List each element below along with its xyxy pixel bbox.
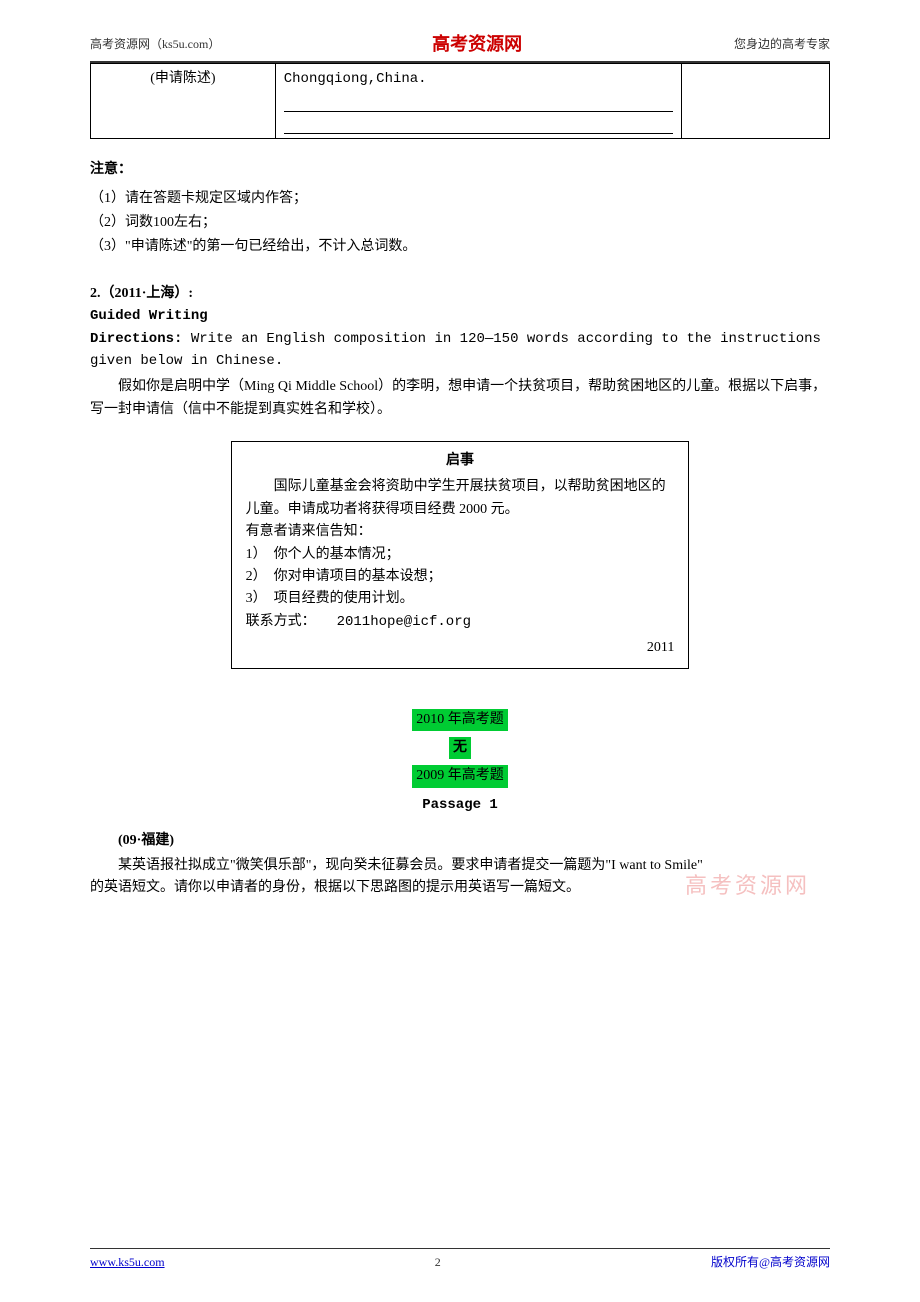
question-2-header: 2.（2011·上海）: bbox=[90, 283, 830, 305]
application-statement-table: (申请陈述) Chongqiong,China. bbox=[90, 63, 830, 139]
contact-email: 2011hope@icf.org bbox=[337, 614, 471, 630]
directions-line: Directions: Write an English composition… bbox=[90, 328, 830, 373]
statement-empty-cell bbox=[682, 63, 830, 138]
announcement-title: 启事 bbox=[246, 450, 675, 472]
guided-writing-label: Guided Writing bbox=[90, 305, 830, 327]
blank-line-2 bbox=[284, 116, 673, 134]
header-title: 高考资源网 bbox=[432, 30, 522, 59]
announcement-contact: 联系方式： 2011hope@icf.org bbox=[246, 611, 675, 633]
announcement-item-1: 1） 你个人的基本情况； bbox=[246, 544, 675, 566]
page-header: 高考资源网（ks5u.com） 高考资源网 您身边的高考专家 bbox=[90, 30, 830, 63]
statement-label-cell: (申请陈述) bbox=[91, 63, 276, 138]
announcement-item-3: 3） 项目经费的使用计划。 bbox=[246, 588, 675, 610]
watermark: 高考资源网 bbox=[685, 868, 810, 903]
none-row: 无 bbox=[90, 737, 830, 759]
announcement-box: 启事 国际儿童基金会将资助中学生开展扶贫项目，以帮助贫困地区的儿童。申请成功者将… bbox=[231, 441, 690, 669]
header-source: 高考资源网（ks5u.com） bbox=[90, 35, 220, 54]
statement-first-line: Chongqiong,China. bbox=[284, 71, 427, 87]
notice-title: 注意： bbox=[90, 159, 830, 181]
directions-label: Directions: bbox=[90, 331, 182, 347]
notice-item-1: （1）请在答题卡规定区域内作答； bbox=[90, 188, 830, 210]
footer-copyright: 版权所有@高考资源网 bbox=[711, 1253, 830, 1272]
none-heading: 无 bbox=[449, 737, 471, 759]
notice-list: （1）请在答题卡规定区域内作答； （2）词数100左右； （3）"申请陈述"的第… bbox=[90, 188, 830, 259]
year-2010-heading: 2010 年高考题 bbox=[412, 709, 508, 731]
announcement-item-2: 2） 你对申请项目的基本设想； bbox=[246, 566, 675, 588]
notice-section: 注意： （1）请在答题卡规定区域内作答； （2）词数100左右； （3）"申请陈… bbox=[90, 159, 830, 259]
passage-row: Passage 1 bbox=[90, 794, 830, 816]
statement-label: (申请陈述) bbox=[150, 71, 215, 86]
page-number: 2 bbox=[435, 1253, 441, 1272]
page-footer: www.ks5u.com 2 版权所有@高考资源网 bbox=[90, 1248, 830, 1272]
year-sections: 2010 年高考题 无 2009 年高考题 Passage 1 bbox=[90, 709, 830, 817]
announcement-intro: 国际儿童基金会将资助中学生开展扶贫项目，以帮助贫困地区的儿童。申请成功者将获得项… bbox=[246, 476, 675, 521]
notice-item-2: （2）词数100左右； bbox=[90, 212, 830, 234]
announcement-content: 国际儿童基金会将资助中学生开展扶贫项目，以帮助贫困地区的儿童。申请成功者将获得项… bbox=[246, 476, 675, 659]
scenario-text: 假如你是启明中学（Ming Qi Middle School）的李明，想申请一个… bbox=[90, 376, 830, 421]
year-2009-heading: 2009 年高考题 bbox=[412, 765, 508, 787]
blank-line-1 bbox=[284, 94, 673, 112]
year-2009-row: 2009 年高考题 bbox=[90, 765, 830, 787]
passage-1-title: Passage 1 bbox=[422, 797, 498, 813]
header-slogan: 您身边的高考专家 bbox=[734, 35, 830, 54]
question-2-section: 2.（2011·上海）: Guided Writing Directions: … bbox=[90, 283, 830, 421]
announcement-instruction: 有意者请来信告知： bbox=[246, 521, 675, 543]
announcement-items: 1） 你个人的基本情况； 2） 你对申请项目的基本设想； 3） 项目经费的使用计… bbox=[246, 544, 675, 611]
announcement-year: 2011 bbox=[246, 637, 675, 659]
footer-url[interactable]: www.ks5u.com bbox=[90, 1253, 165, 1272]
contact-label: 联系方式： bbox=[246, 614, 309, 629]
statement-content-cell: Chongqiong,China. bbox=[275, 63, 681, 138]
notice-item-3: （3）"申请陈述"的第一句已经给出，不计入总词数。 bbox=[90, 236, 830, 258]
directions-text: Write an English composition in 120—150 … bbox=[90, 331, 821, 369]
page-container: 高考资源网（ks5u.com） 高考资源网 您身边的高考专家 (申请陈述) Ch… bbox=[0, 0, 920, 1302]
year-2010-row: 2010 年高考题 bbox=[90, 709, 830, 731]
fujian-header: (09·福建) bbox=[118, 830, 830, 852]
